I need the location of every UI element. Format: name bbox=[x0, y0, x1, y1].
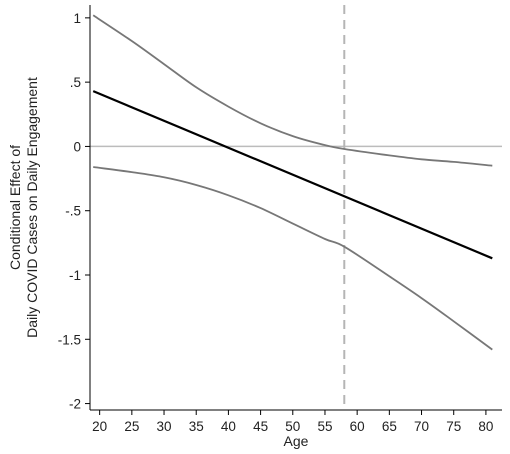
y-tick-label: -1 bbox=[69, 268, 81, 283]
x-tick-label: 65 bbox=[382, 419, 397, 434]
x-tick-label: 50 bbox=[285, 419, 300, 434]
y-axis-label-line-1: Conditional Effect of bbox=[7, 145, 23, 270]
series-line-lower-ci bbox=[93, 166, 493, 351]
x-tick-label: 80 bbox=[478, 419, 493, 434]
x-axis-label: Age bbox=[284, 433, 309, 449]
x-tick-label: 75 bbox=[446, 419, 461, 434]
y-axis-label-line-2: Daily COVID Cases on Daily Engagement bbox=[24, 77, 40, 338]
series-line-upper-ci bbox=[92, 14, 493, 167]
x-tick-label: 35 bbox=[189, 419, 204, 434]
x-tick-label: 25 bbox=[124, 419, 139, 434]
y-tick-label: .5 bbox=[70, 75, 81, 90]
x-axis: 20 25 30 35 40 45 50 55 60 65 70 75 80 bbox=[90, 409, 502, 434]
y-tick-label: -1.5 bbox=[58, 332, 81, 347]
y-tick-label: 0 bbox=[73, 139, 81, 154]
y-axis: 1 .5 0 -.5 -1 -1.5 -2 bbox=[58, 5, 91, 412]
series-line-estimate bbox=[92, 90, 493, 260]
x-tick-label: 45 bbox=[253, 419, 268, 434]
plot-area bbox=[90, 5, 502, 410]
x-tick-label: 55 bbox=[317, 419, 332, 434]
x-tick-label: 20 bbox=[92, 419, 107, 434]
x-tick-label: 40 bbox=[221, 419, 236, 434]
x-tick-label: 70 bbox=[414, 419, 429, 434]
x-tick-label: 30 bbox=[157, 419, 172, 434]
y-tick-label: -2 bbox=[69, 397, 81, 412]
y-tick-label: 1 bbox=[73, 11, 81, 26]
y-tick-label: -.5 bbox=[65, 204, 81, 219]
x-tick-label: 60 bbox=[350, 419, 365, 434]
